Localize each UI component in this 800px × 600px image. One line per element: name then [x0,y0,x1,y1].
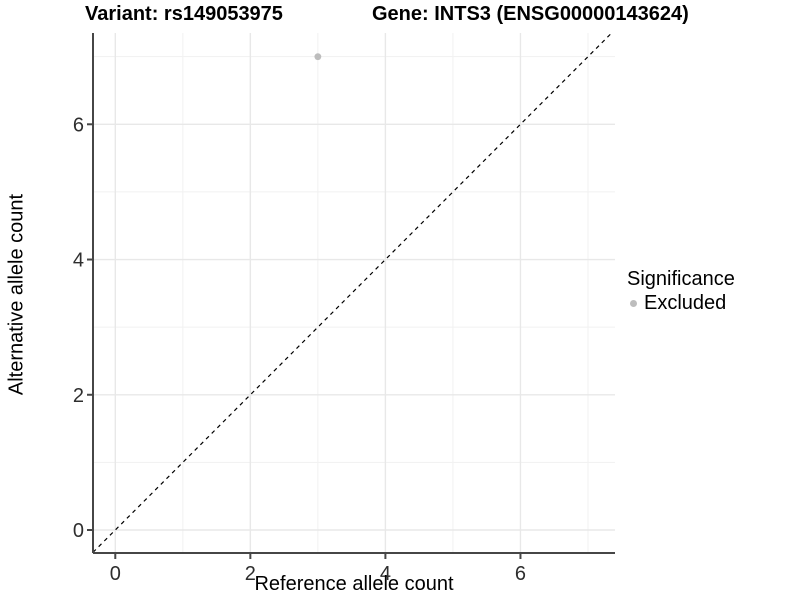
y-tick-label: 2 [73,385,84,407]
excluded-point-icon [630,299,637,307]
x-tick-label: 6 [515,563,526,585]
x-tick-label: 2 [245,563,256,585]
x-axis-title: Reference allele count [254,573,454,595]
gene-title: Gene: INTS3 (ENSG00000143624) [372,3,689,25]
data-point-excluded [314,53,322,61]
y-tick-label: 0 [73,520,84,542]
variant-title: Variant: rs149053975 [85,3,283,25]
y-tick-label: 4 [73,250,84,272]
legend-item-excluded: Excluded [627,292,735,314]
x-tick-label: 0 [110,563,121,585]
x-tick-label: 4 [380,563,391,585]
legend: Significance Excluded [627,268,735,314]
y-tick-label: 6 [73,114,84,136]
y-axis-title: Alternative allele count [5,193,28,396]
identity-dashed-line [92,32,613,553]
legend-title: Significance [627,268,735,290]
legend-item-label: Excluded [644,292,727,314]
